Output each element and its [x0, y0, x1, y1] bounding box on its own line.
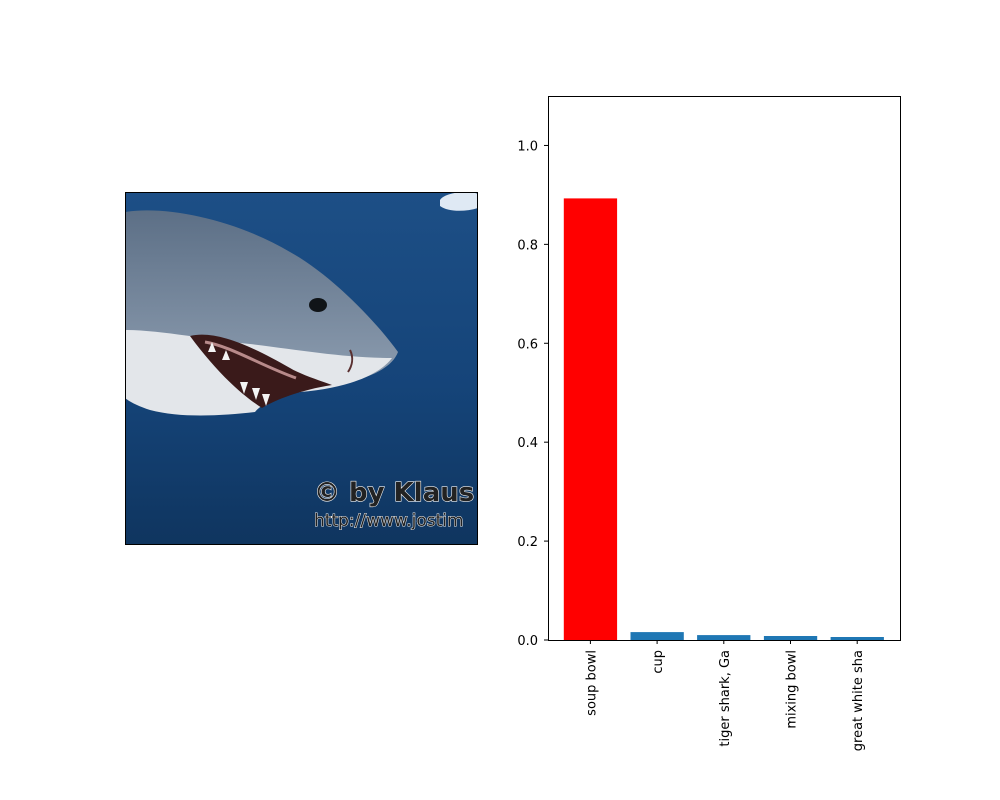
bar-tiger-shark-ga: [697, 635, 751, 640]
plot-frame: [548, 96, 901, 641]
photo-watermark-line2: http://www.jostim: [314, 511, 464, 531]
y-tick-label: 0.0: [517, 634, 538, 649]
x-tick-label: cup: [651, 650, 666, 674]
x-tick-label: tiger shark, Ga: [718, 650, 733, 747]
shark-photo: © by Klaus http://www.jostim: [125, 192, 478, 545]
bar-cup: [630, 632, 684, 640]
photo-frame: [125, 192, 478, 545]
y-tick-label: 0.2: [517, 535, 538, 550]
y-tick-label: 0.6: [517, 337, 538, 352]
y-tick-label: 1.0: [517, 139, 538, 154]
bar-chart: 0.0 0.2 0.4 0.6 0.8 1.0 soup bowl cup tiger sha…: [517, 96, 901, 751]
bar-great-white-sha: [830, 637, 884, 640]
y-tick-label: 0.8: [517, 238, 538, 253]
bar-mixing-bowl: [763, 636, 818, 640]
x-tick-label: great white sha: [851, 650, 866, 751]
bar-soup-bowl: [563, 198, 618, 640]
y-tick-label: 0.4: [517, 436, 538, 451]
photo-watermark-line1: © by Klaus: [314, 478, 474, 508]
x-tick-label: soup bowl: [584, 650, 599, 716]
x-tick-label: mixing bowl: [785, 650, 800, 729]
